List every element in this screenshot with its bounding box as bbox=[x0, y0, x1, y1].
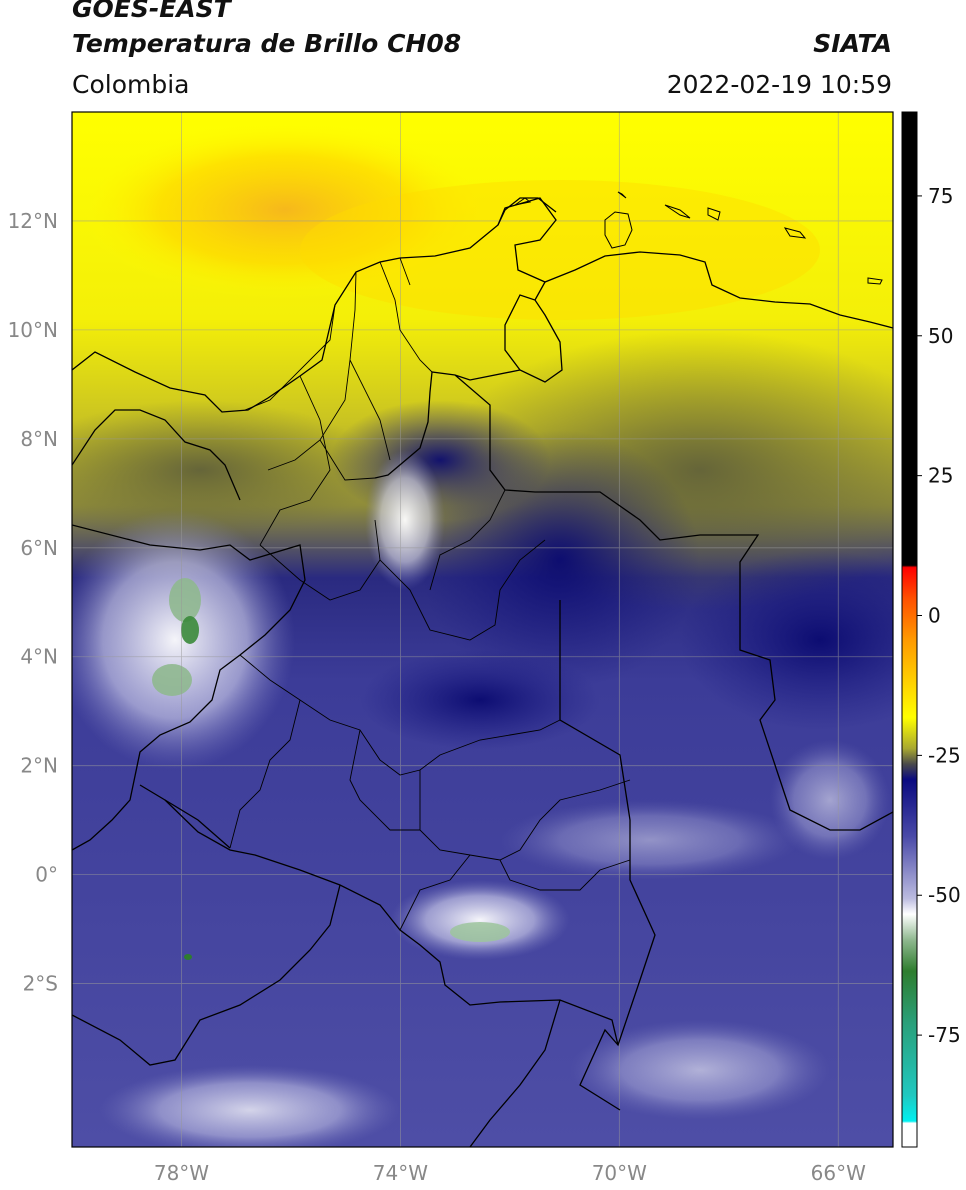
longitude-tick-labels: 78°W 74°W 70°W 66°W bbox=[154, 1161, 866, 1185]
colombia-ecuador-border bbox=[139, 784, 231, 849]
lat-tick-label: 6°N bbox=[20, 536, 58, 560]
panama-isthmus bbox=[72, 409, 241, 501]
ecuador-peru-border bbox=[72, 884, 341, 1066]
datetime-label: 2022-02-19 10:59 bbox=[666, 70, 892, 99]
lake-maracaibo bbox=[504, 294, 563, 383]
colorbar-tick-label: 75 bbox=[928, 184, 953, 208]
peru-brazil-border bbox=[469, 999, 561, 1147]
agency-label: SIATA bbox=[813, 29, 892, 58]
lon-tick-label: 70°W bbox=[592, 1161, 647, 1185]
colorbar bbox=[901, 111, 918, 1148]
satellite-title: GOES-EAST bbox=[72, 0, 231, 23]
product-title: Temperatura de Brillo CH08 bbox=[72, 29, 462, 58]
colorbar-tick-label: -50 bbox=[928, 883, 961, 907]
lat-tick-label: 2°N bbox=[20, 754, 58, 778]
colorbar-tick-label: -75 bbox=[928, 1023, 961, 1047]
guajira-peninsula bbox=[497, 197, 557, 226]
colorbar-tick-label: -25 bbox=[928, 743, 961, 767]
latitude-tick-labels: 12°N 10°N 8°N 6°N 4°N 2°N 0° 2°S bbox=[8, 209, 58, 996]
lat-tick-label: 0° bbox=[35, 863, 58, 887]
lat-tick-label: 8°N bbox=[20, 427, 58, 451]
colombia-venezuela-border bbox=[374, 281, 893, 831]
lat-tick-label: 10°N bbox=[8, 318, 58, 342]
graticule bbox=[72, 112, 893, 1147]
political-borders bbox=[72, 191, 893, 1147]
lon-tick-label: 78°W bbox=[154, 1161, 209, 1185]
colorbar-tick-label: 25 bbox=[928, 464, 953, 488]
region-label: Colombia bbox=[72, 70, 190, 99]
lat-tick-label: 2°S bbox=[23, 972, 58, 996]
brightness-temperature-field bbox=[72, 112, 893, 1147]
lon-tick-label: 74°W bbox=[373, 1161, 428, 1185]
map-frame bbox=[71, 111, 894, 1148]
colorbar-tick-label: 50 bbox=[928, 324, 953, 348]
lat-tick-label: 12°N bbox=[8, 209, 58, 233]
colombia-peru-border bbox=[164, 799, 619, 1046]
colorbar-tick-labels: 75 50 25 0 -25 -50 -75 bbox=[917, 184, 961, 1047]
colorbar-tick-label: 0 bbox=[928, 604, 941, 628]
colombia-brazil-border bbox=[559, 600, 656, 1111]
departments bbox=[229, 257, 631, 931]
islands bbox=[514, 191, 883, 285]
lat-tick-label: 4°N bbox=[20, 645, 58, 669]
lon-tick-label: 66°W bbox=[811, 1161, 866, 1185]
